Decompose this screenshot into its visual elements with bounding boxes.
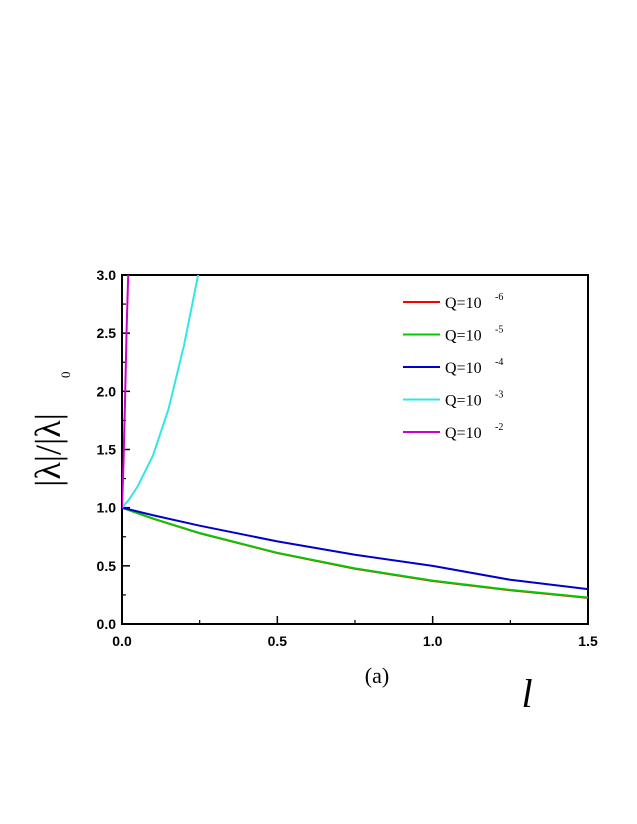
- x-tick-label: 0.0: [112, 633, 132, 649]
- legend-label-exponent-2: -5: [495, 325, 503, 336]
- legend-label-2: Q=10: [445, 328, 482, 345]
- y-tick-label: 1.0: [97, 500, 117, 516]
- series-line-2: [122, 506, 588, 599]
- y-tick-label: 0.0: [97, 616, 117, 632]
- legend-label-exponent-1: -6: [495, 292, 503, 303]
- legend-label-3: Q=10: [445, 360, 482, 377]
- x-tick-label: 1.0: [423, 633, 443, 649]
- plot-frame: [121, 274, 589, 625]
- y-tick-label: 0.5: [97, 558, 117, 574]
- series-line-3: [122, 506, 588, 591]
- y-tick-label: 3.0: [97, 267, 117, 283]
- x-tick-label: 1.5: [578, 633, 598, 649]
- x-axis-title: l: [521, 671, 532, 716]
- legend-label-1: Q=10: [445, 295, 482, 312]
- series-line-4: [122, 275, 200, 509]
- legend-label-exponent-5: -2: [495, 422, 503, 433]
- axes: 0.0 0.5 1.0 1.5 0.0 0.5 1.0 1.5 2.0 2.5 3.0: [97, 267, 598, 649]
- legend-label-5: Q=10: [445, 425, 482, 442]
- y-tick-label: 2.0: [97, 383, 117, 399]
- panel-label: (a): [365, 663, 389, 688]
- y-tick-label: 1.5: [97, 442, 117, 458]
- y-axis-title: |λ|/|λ|: [28, 413, 68, 487]
- series-line-1: [122, 506, 588, 599]
- series-line-5: [122, 275, 130, 508]
- x-tick-label: 0.5: [268, 633, 288, 649]
- y-axis-title-subscript: 0: [58, 372, 73, 379]
- y-axis-title-group: |λ|/|λ| 0: [28, 372, 73, 487]
- legend: Q=10 -6 Q=10 -5 Q=10 -4 Q=10 -3 Q=10 -2: [403, 292, 503, 442]
- y-tick-label: 2.5: [97, 325, 117, 341]
- legend-label-exponent-4: -3: [495, 390, 503, 401]
- series-lines: [122, 275, 588, 599]
- legend-label-4: Q=10: [445, 393, 482, 410]
- legend-label-exponent-3: -4: [495, 357, 503, 368]
